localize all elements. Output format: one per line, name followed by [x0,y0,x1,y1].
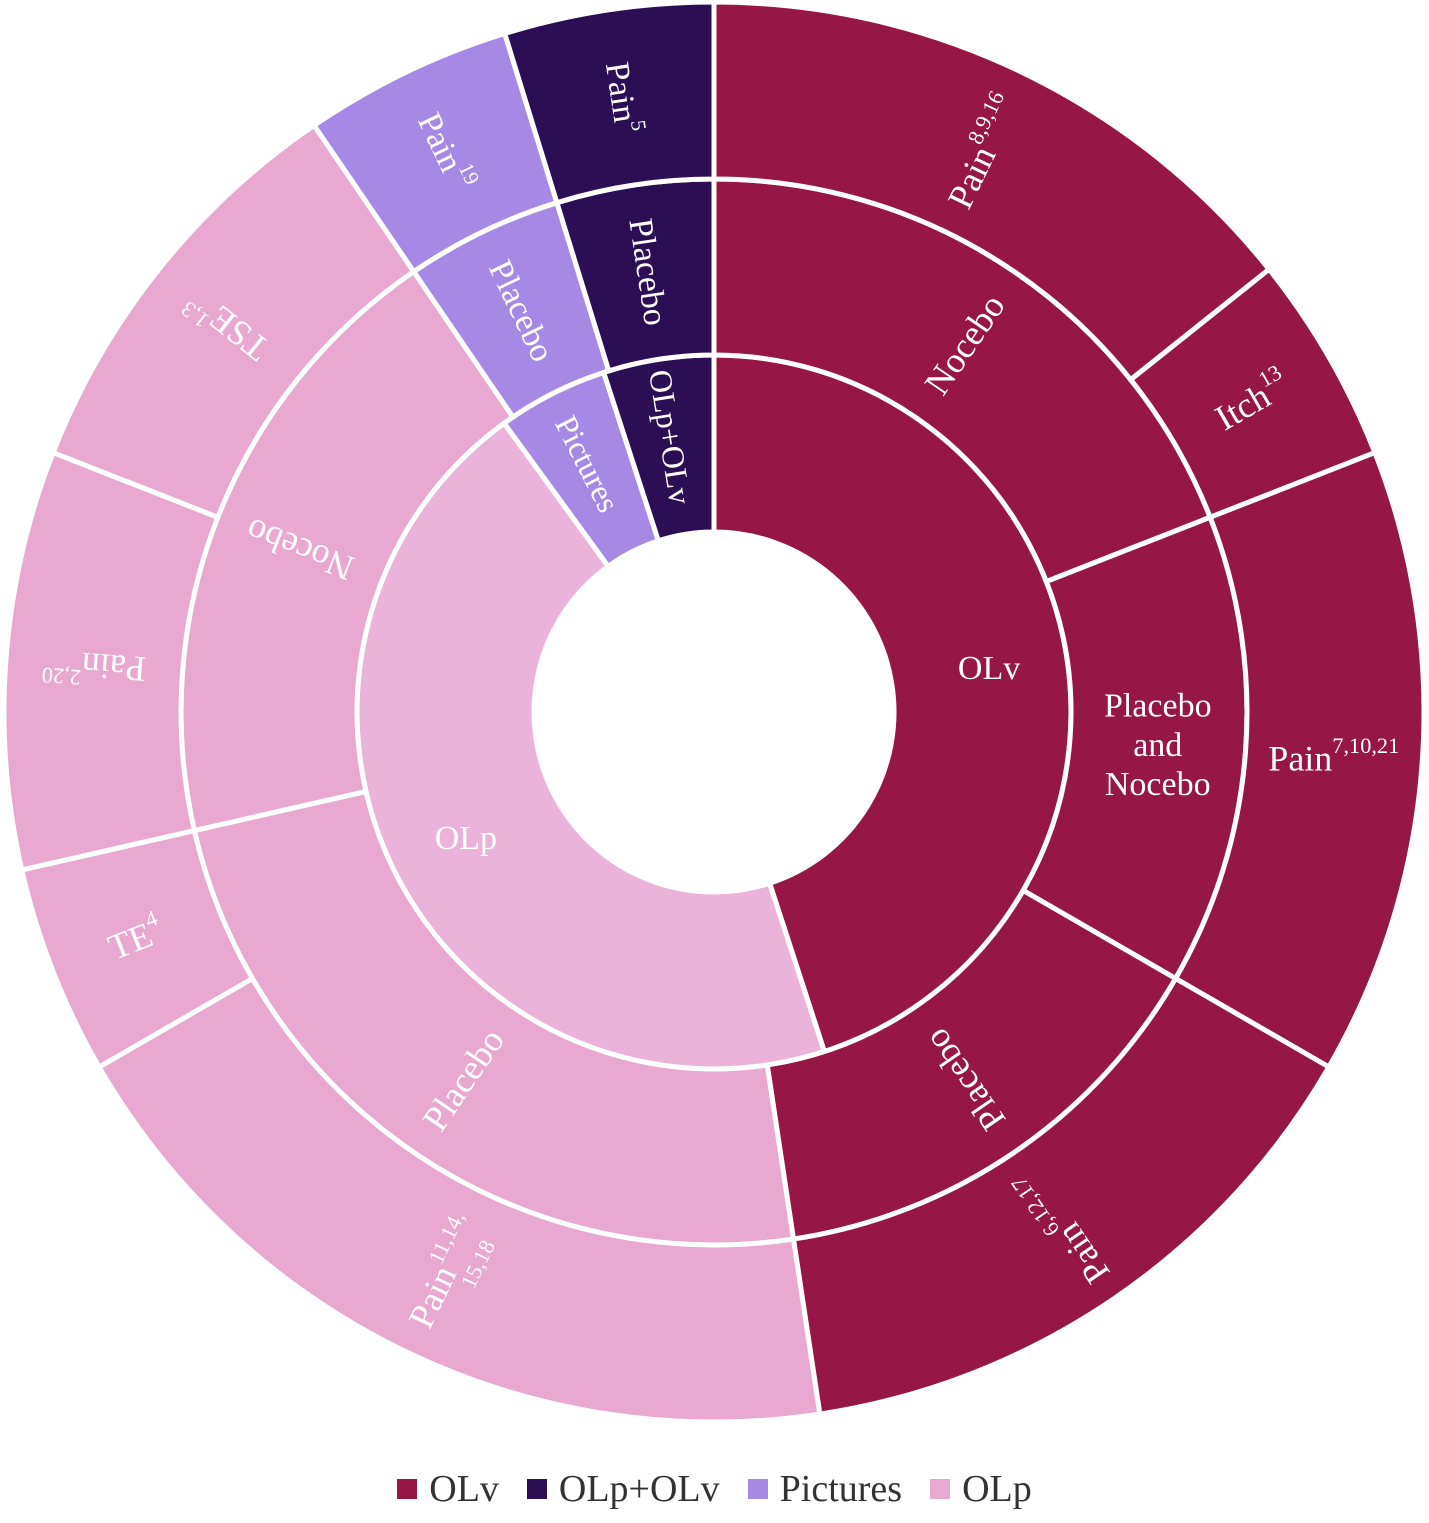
legend-item-pictures: Pictures [747,1468,903,1510]
legend-label-olp: OLp [962,1468,1032,1510]
legend-item-olp-olv: OLp+OLv [526,1468,720,1510]
outer-ring-segment-pain-9 [501,0,717,206]
inner-ring-label-group-0: OLv [958,650,1020,687]
legend-swatch-olv [397,1479,418,1499]
legend-item-olp: OLp [930,1470,1032,1508]
outer-ring-segment-pain-4 [95,975,823,1425]
middle-ring-label-placebo-and-nocebo-1-line0: Placebo [1104,688,1212,725]
outer-ring-refs-6: 2,20 [41,663,82,691]
legend-label-pictures: Pictures [779,1468,903,1510]
legend-label-olv: OLv [429,1468,499,1510]
outer-ring-refs-2: 7,10,21 [1332,732,1399,757]
sunburst-chart: OLv OLp Pictures OLp+OLv Nocebo Placebo and Noc… [4,0,1424,1425]
inner-ring-label-group-1: OLp [435,820,497,857]
legend-swatch-olp-olv [526,1479,547,1499]
chart-legend: OLv OLp+OLv Pictures OLp [0,1464,1429,1514]
legend-swatch-pictures [747,1479,768,1499]
inner-ring-label-olv-0: OLv [958,650,1020,687]
legend-swatch-olp [930,1479,951,1499]
outer-ring-refs-9: 5 [626,118,651,132]
inner-ring-label-olp-1: OLp [435,820,497,857]
center-hole [536,534,892,890]
legend-item-olv: OLv [397,1470,499,1508]
middle-ring-label-placebo-and-nocebo-1-line1: and [1133,727,1182,764]
legend-label-olp-olv: OLp+OLv [558,1468,720,1510]
middle-ring-label-placebo-and-nocebo-1-line2: Nocebo [1105,766,1211,803]
